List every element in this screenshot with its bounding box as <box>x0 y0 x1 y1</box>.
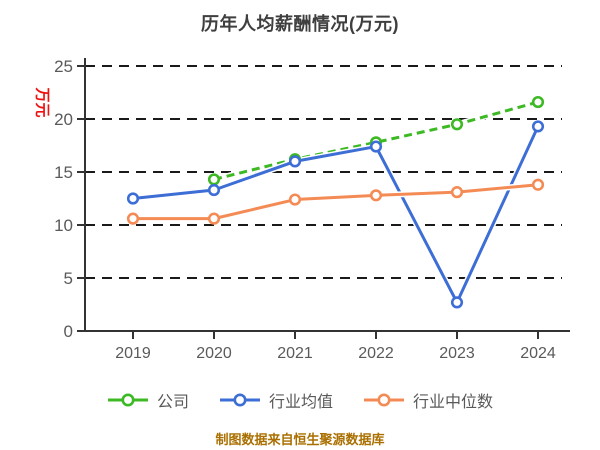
data-point-2-2023 <box>450 186 464 199</box>
y-tick-label: 15 <box>54 163 73 182</box>
legend-label-industry-median: 行业中位数 <box>413 394 494 411</box>
legend-marker-industry-median-icon <box>364 393 404 407</box>
y-tick-label: 0 <box>64 322 73 341</box>
y-tick-label: 25 <box>54 57 73 76</box>
series-line-1 <box>132 125 540 304</box>
y-tick-label: 20 <box>54 110 73 129</box>
data-source-note: 制图数据来自恒生聚源数据库 <box>215 432 385 447</box>
legend-marker-industry-mean-icon <box>219 393 260 407</box>
x-tick-label: 2023 <box>439 345 475 362</box>
series-line-2 <box>133 183 539 221</box>
data-point-0-2024 <box>531 95 545 109</box>
data-point-1-2023 <box>450 296 464 309</box>
series-line-0 <box>213 100 539 181</box>
legend-marker-company-icon <box>107 393 148 407</box>
data-point-1-2021 <box>288 155 302 168</box>
data-point-2-2020 <box>207 212 221 225</box>
data-point-0-2020 <box>207 173 221 186</box>
legend-label-company: 公司 <box>156 394 189 411</box>
legend-item-industry-mean[interactable]: 行业均值 <box>219 388 333 412</box>
x-tick-label: 2024 <box>520 345 556 362</box>
x-tick-label: 2022 <box>358 345 394 362</box>
data-point-1-2020 <box>207 183 221 197</box>
x-tick-label: 2019 <box>115 345 151 362</box>
x-tick-label: 2020 <box>196 345 232 362</box>
data-point-1-2024 <box>531 120 545 133</box>
data-point-2-2019 <box>126 212 140 225</box>
legend-label-industry-mean: 行业均值 <box>268 394 333 411</box>
y-tick-label: 5 <box>64 269 73 288</box>
chart-legend: 公司 行业均值 行业中位数 <box>0 388 600 412</box>
line-chart-plot-area: 0 5 10 15 20 25 2019 2020 2021 2022 2023 2024 <box>54 57 570 362</box>
data-point-1-2019 <box>126 192 140 205</box>
data-point-1-2022 <box>369 140 383 153</box>
chart-title: 历年人均薪酬情况(万元) <box>201 14 399 34</box>
data-point-2-2024 <box>531 178 545 191</box>
legend-item-company[interactable]: 公司 <box>107 388 189 412</box>
data-point-2-2022 <box>369 189 383 202</box>
x-tick-label: 2021 <box>277 345 313 362</box>
y-tick-label: 10 <box>54 216 73 235</box>
legend-item-industry-median[interactable]: 行业中位数 <box>363 388 493 412</box>
data-point-0-2023 <box>450 118 464 131</box>
data-point-2-2021 <box>288 193 302 206</box>
